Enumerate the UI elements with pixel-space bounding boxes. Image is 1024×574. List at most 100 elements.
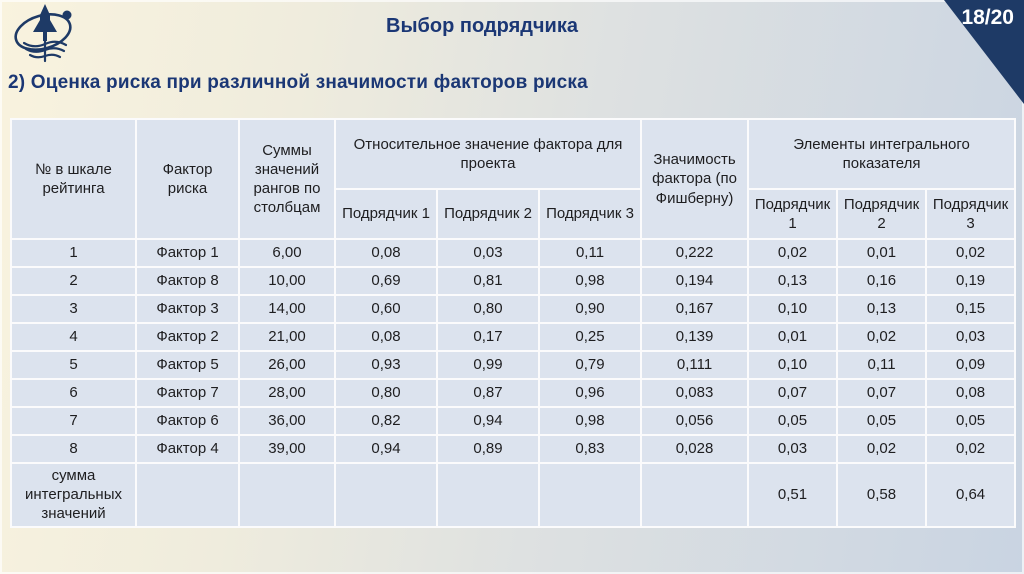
table-cell: 26,00 xyxy=(238,350,336,380)
header-group-row: № в шкале рейтинга Фактор риска Суммы зн… xyxy=(10,118,1017,240)
table-cell: 0,07 xyxy=(747,378,839,408)
empty-cell xyxy=(436,462,540,528)
table-cell: 0,13 xyxy=(747,266,839,296)
sum-integral-contractor-2: 0,58 xyxy=(836,462,928,528)
table-cell: 0,82 xyxy=(334,406,438,436)
header-integral-contractor-3: Подрядчик 3 xyxy=(925,188,1017,240)
header-integral-contractor-2: Подрядчик 2 xyxy=(836,188,928,240)
table-cell: 39,00 xyxy=(238,434,336,464)
table-row: 1 Фактор 1 6,00 0,08 0,03 0,11 0,222 0,02 0,01 0,… xyxy=(10,238,1017,268)
table-cell: 0,02 xyxy=(836,322,928,352)
table-cell: 0,87 xyxy=(436,378,540,408)
table-cell: 0,96 xyxy=(537,378,643,408)
table-cell: 0,01 xyxy=(836,238,928,268)
table-cell: 8 xyxy=(10,434,137,464)
empty-cell xyxy=(135,462,240,528)
table-row: 4 Фактор 2 21,00 0,08 0,17 0,25 0,139 0,01 0,02 0… xyxy=(10,322,1017,352)
table-cell: 0,139 xyxy=(640,322,750,352)
table-row: 7 Фактор 6 36,00 0,82 0,94 0,98 0,056 0,05 0,05 0… xyxy=(10,406,1017,436)
table-cell: 5 xyxy=(10,350,137,380)
header-group-integral: Элементы интегрального показателя xyxy=(747,118,1017,190)
table-cell: 0,16 xyxy=(836,266,928,296)
table-cell: 0,167 xyxy=(640,294,750,324)
table-row: 5 Фактор 5 26,00 0,93 0,99 0,79 0,111 0,10 0,11 0… xyxy=(10,350,1017,380)
table-cell: Фактор 3 xyxy=(135,294,240,324)
page-title: Выбор подрядчика xyxy=(386,15,578,37)
empty-cell xyxy=(640,462,750,528)
header-integral-contractor-1: Подрядчик 1 xyxy=(747,188,839,240)
table-cell: 7 xyxy=(10,406,137,436)
table-cell: 0,02 xyxy=(925,434,1017,464)
table-cell: 6,00 xyxy=(238,238,336,268)
table-cell: 2 xyxy=(10,266,137,296)
table-cell: 0,99 xyxy=(436,350,540,380)
table-cell: 0,02 xyxy=(747,238,839,268)
table-cell: 28,00 xyxy=(238,378,336,408)
empty-cell xyxy=(537,462,643,528)
header-significance: Значимость фактора (по Фишберну) xyxy=(640,118,750,240)
table-cell: 0,89 xyxy=(436,434,540,464)
table-cell: 0,194 xyxy=(640,266,750,296)
table-cell: 10,00 xyxy=(238,266,336,296)
table-cell: 0,01 xyxy=(747,322,839,352)
table-cell: 0,10 xyxy=(747,294,839,324)
table-cell: 0,80 xyxy=(436,294,540,324)
table-cell: 0,10 xyxy=(747,350,839,380)
table-cell: 0,05 xyxy=(747,406,839,436)
header-rank-sums: Суммы значений рангов по столбцам xyxy=(238,118,336,240)
table-cell: 0,83 xyxy=(537,434,643,464)
table-cell: Фактор 5 xyxy=(135,350,240,380)
table-cell: 0,81 xyxy=(436,266,540,296)
table-cell: 0,083 xyxy=(640,378,750,408)
table-cell: Фактор 8 xyxy=(135,266,240,296)
header-contractor-2: Подрядчик 2 xyxy=(436,188,540,240)
sum-row-label: сумма интегральных значений xyxy=(10,462,137,528)
table-cell: 0,25 xyxy=(537,322,643,352)
table-cell: 0,08 xyxy=(334,322,438,352)
table-cell: 0,93 xyxy=(334,350,438,380)
sum-integral-contractor-3: 0,64 xyxy=(925,462,1017,528)
table-cell: 0,09 xyxy=(925,350,1017,380)
header-sub-row: Подрядчик 1 Подрядчик 2 Подрядчик 3 Подр… xyxy=(11,188,1017,240)
table-cell: 0,05 xyxy=(836,406,928,436)
table-cell: 0,08 xyxy=(925,378,1017,408)
table-cell: 6 xyxy=(10,378,137,408)
sum-row: сумма интегральных значений 0,51 0,58 0,… xyxy=(10,462,1017,528)
table-cell: Фактор 7 xyxy=(135,378,240,408)
header-group-relative-value: Относительное значение фактора для проек… xyxy=(333,118,643,190)
table-body: 1 Фактор 1 6,00 0,08 0,03 0,11 0,222 0,02 0,01 0,… xyxy=(10,238,1017,464)
table-cell: Фактор 1 xyxy=(135,238,240,268)
table-cell: 0,028 xyxy=(640,434,750,464)
table-cell: 0,13 xyxy=(836,294,928,324)
table-cell: 0,60 xyxy=(334,294,438,324)
table-cell: 0,19 xyxy=(925,266,1017,296)
table-header: № в шкале рейтинга Фактор риска Суммы зн… xyxy=(10,118,1017,240)
table-cell: 0,08 xyxy=(334,238,438,268)
table-cell: 4 xyxy=(10,322,137,352)
table-cell: 21,00 xyxy=(238,322,336,352)
header-factor: Фактор риска xyxy=(135,118,240,240)
table-cell: 0,03 xyxy=(747,434,839,464)
empty-cell xyxy=(334,462,438,528)
table-cell: 0,056 xyxy=(640,406,750,436)
slide-subtitle: 2) Оценка риска при различной значимости… xyxy=(8,72,588,93)
table-cell: 1 xyxy=(10,238,137,268)
header-contractor-1: Подрядчик 1 xyxy=(334,188,438,240)
table-row: 2 Фактор 8 10,00 0,69 0,81 0,98 0,194 0,13 0,16 0… xyxy=(10,266,1017,296)
table-cell: 0,03 xyxy=(925,322,1017,352)
table-cell: Фактор 2 xyxy=(135,322,240,352)
table-cell: 0,98 xyxy=(537,406,643,436)
table-cell: 0,07 xyxy=(836,378,928,408)
table-cell: 36,00 xyxy=(238,406,336,436)
table-cell: Фактор 4 xyxy=(135,434,240,464)
rocket-orbit-logo-icon xyxy=(14,4,72,63)
table-cell: 0,05 xyxy=(925,406,1017,436)
table-cell: 0,69 xyxy=(334,266,438,296)
table-cell: 0,17 xyxy=(436,322,540,352)
header-rating: № в шкале рейтинга xyxy=(10,118,137,240)
table-cell: 0,11 xyxy=(537,238,643,268)
table-cell: 0,80 xyxy=(334,378,438,408)
empty-cell xyxy=(238,462,336,528)
sum-integral-contractor-1: 0,51 xyxy=(747,462,839,528)
